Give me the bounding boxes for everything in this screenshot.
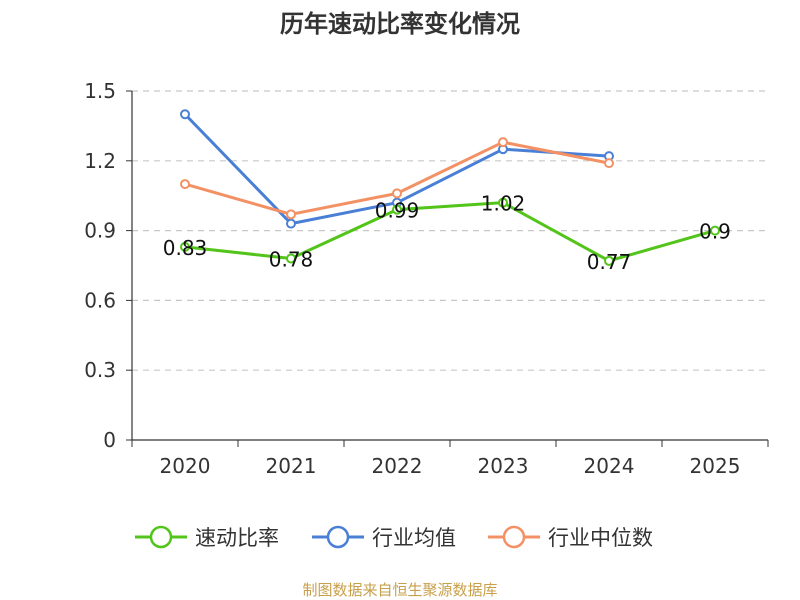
legend-marker [326,525,350,549]
data-labels: 0.83 0.78 0.99 1.02 0.77 0.9 [163,192,731,274]
data-label: 0.99 [375,199,420,223]
y-tick-label: 1.5 [84,79,116,103]
x-tick-label: 2023 [478,454,529,478]
legend-label[interactable]: 行业均值 [372,526,456,550]
data-point [498,137,508,148]
y-tick-label: 0.3 [84,358,116,382]
data-point [180,109,190,120]
data-point [392,204,402,215]
data-label: 0.78 [269,248,314,272]
series-line [184,201,716,263]
data-label: 0.9 [699,220,731,244]
axes: 0 0.3 0.6 0.9 1.2 1.5 2020 2021 2022 2023 2024 2025 [84,79,769,478]
x-tick-label: 2020 [160,454,211,478]
data-point [286,209,296,220]
legend-marker [502,525,526,549]
chart-title: 历年速动比率变化情况 [280,10,520,38]
y-tick-label: 0.9 [84,219,116,243]
x-tick-label: 2022 [372,454,423,478]
legend: 速动比率 行业均值 行业中位数 [135,525,653,550]
y-tick-label: 0.6 [84,288,116,312]
x-tick-label: 2025 [690,454,741,478]
data-point [498,197,508,208]
y-tick-label: 1.2 [84,149,116,173]
x-tick-label: 2024 [584,454,635,478]
y-tick-label: 0 [103,428,116,452]
data-point [710,225,720,236]
data-point [286,253,296,264]
data-point [604,158,614,169]
data-point [180,241,190,252]
data-label: 0.77 [587,250,632,274]
series-lines [180,109,720,266]
data-point [286,218,296,229]
x-tick-label: 2021 [266,454,317,478]
data-label: 0.83 [163,236,208,260]
source-note: 制图数据来自恒生聚源数据库 [302,581,497,599]
data-point [604,255,614,266]
grid-lines [132,90,768,371]
data-point [180,179,190,190]
data-point [392,188,402,199]
legend-label[interactable]: 行业中位数 [548,526,653,550]
legend-marker [149,525,173,549]
data-label: 1.02 [481,192,526,216]
legend-label[interactable]: 速动比率 [195,526,279,550]
